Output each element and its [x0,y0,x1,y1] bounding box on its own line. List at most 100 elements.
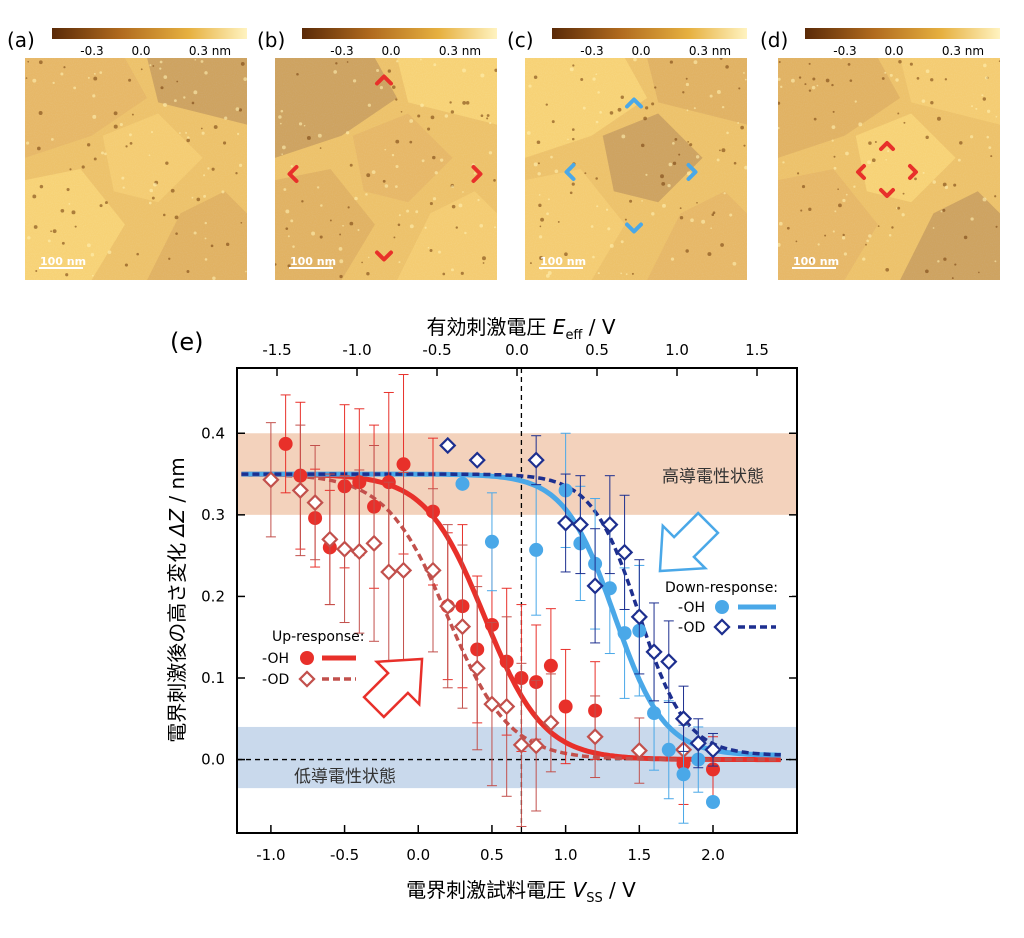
afm-grain [121,176,125,180]
afm-grain [86,143,91,147]
afm-grain [712,211,716,215]
data-point [335,540,354,558]
afm-grain [545,273,550,278]
afm-grain [32,194,37,199]
afm-grain [669,60,673,64]
legend-down-oh-label: -OH [678,600,705,616]
afm-grain [995,115,998,118]
afm-grain [193,90,198,95]
afm-grain [572,137,575,141]
afm-grain [825,78,830,83]
afm-grain [482,256,486,261]
legend-up-oh-label: -OH [262,651,289,667]
afm-grain [693,60,698,65]
colorbar-tick: 0.3 nm [189,44,231,58]
afm-grain [61,241,65,245]
afm-grain [409,119,414,123]
afm-grain [38,111,43,115]
afm-grain [63,66,66,69]
colorbar [552,28,747,39]
afm-grain [415,210,419,214]
afm-grain [432,197,437,201]
afm-grain [617,107,622,112]
data-point [586,728,604,746]
afm-grain [877,225,880,227]
afm-grain [395,139,400,144]
colorbar-tick: 0.3 nm [942,44,984,58]
data-point [676,767,691,782]
afm-grain [740,125,744,130]
legend-down-title: Down-response: [665,580,778,596]
afm-grain [986,109,991,113]
afm-image [525,58,747,280]
afm-grain [791,78,795,83]
afm-grain [387,69,391,73]
afm-grain [482,262,485,264]
afm-grain [930,101,934,105]
afm-grain [32,78,37,83]
afm-grain [954,263,957,266]
data-point [557,514,575,532]
afm-grain [564,252,568,257]
afm-grain [149,64,152,67]
afm-grain [486,114,490,117]
afm-grain [398,261,401,264]
afm-grain [398,214,401,217]
afm-grain [488,151,493,155]
afm-grain [925,135,929,140]
afm-grain [874,140,877,143]
data-point [350,542,368,561]
afm-grain [839,58,843,60]
afm-grain [643,116,647,121]
afm-grain [711,213,715,216]
afm-grain [808,207,812,211]
afm-grain [148,201,152,205]
afm-grain [944,185,949,190]
data-point [278,436,293,451]
afm-grain [897,206,901,210]
afm-grain [605,208,609,211]
afm-grain [494,68,497,72]
afm-grain [480,114,484,118]
afm-grain [557,220,560,223]
afm-grain [290,219,294,223]
afm-grain [895,78,899,82]
afm-grain [168,257,171,260]
afm-grain [465,101,470,105]
afm-grain [625,273,628,276]
afm-grain [176,80,179,83]
afm-grain [27,236,31,240]
afm-grain [148,154,151,157]
afm-grain [607,227,611,231]
afm-grain [845,151,849,156]
afm-grain [170,188,175,193]
afm-grain [439,158,444,162]
afm-grain [592,255,595,259]
afm-grain [982,97,987,101]
afm-grain [349,163,353,167]
afm-grain [925,269,929,274]
x-tick-label: 0.5 [480,846,504,864]
afm-grain [406,209,410,213]
afm-grain [932,227,935,229]
afm-grain [668,162,673,167]
afm-grain [690,218,694,223]
afm-grain [296,72,299,76]
afm-grain [994,260,997,263]
afm-grain [367,256,370,259]
afm-grain [661,181,666,186]
data-point [542,714,560,732]
afm-grain [52,229,57,234]
afm-grain [629,199,633,203]
afm-grain [462,68,466,73]
afm-grain [909,62,913,66]
afm-grain [243,77,247,81]
afm-grain [778,242,781,247]
data-point [527,451,545,469]
afm-grain [464,231,467,235]
afm-grain [444,114,449,118]
afm-grain [335,62,338,65]
x-tick-label: -0.5 [330,846,359,864]
afm-grain [831,139,834,142]
afm-grain [69,168,72,171]
